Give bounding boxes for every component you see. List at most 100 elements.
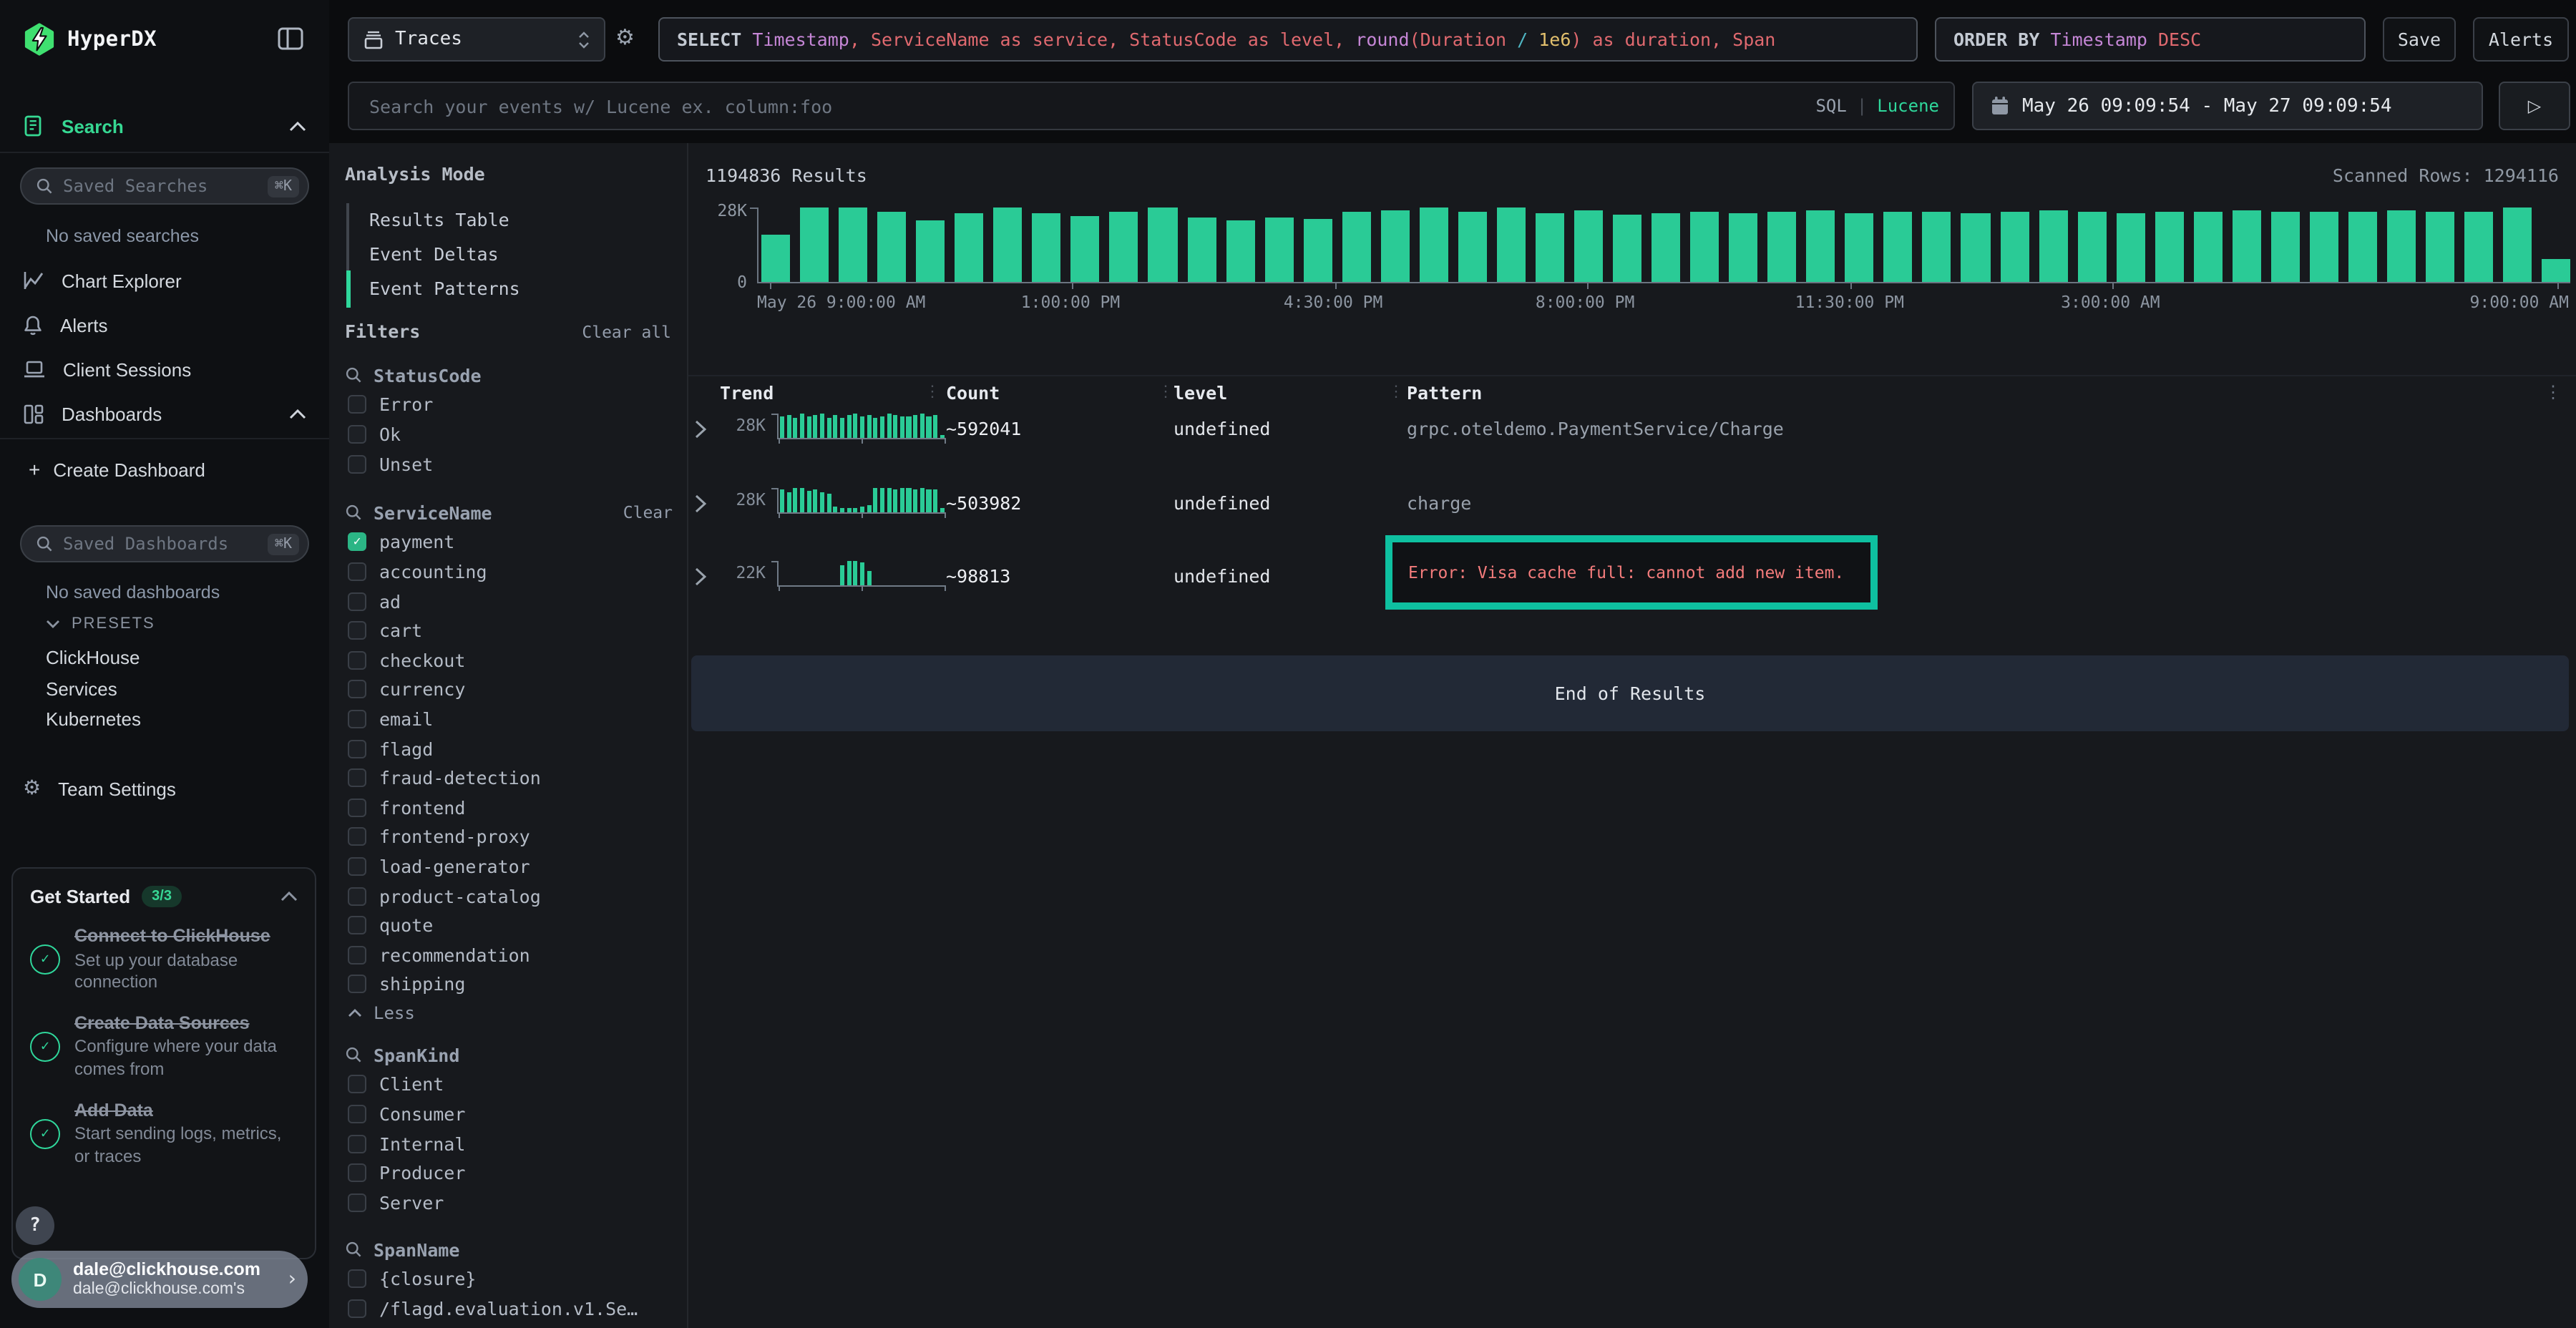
preset-item-kubernetes[interactable]: Kubernetes <box>0 704 329 735</box>
analysis-mode-event-deltas[interactable]: Event Deltas <box>349 238 520 272</box>
preset-item-clickhouse[interactable]: ClickHouse <box>0 643 329 673</box>
save-button[interactable]: Save <box>2383 17 2456 62</box>
date-range-picker[interactable]: May 26 09:09:54 - May 27 09:09:54 <box>1972 82 2483 130</box>
filter-option-accounting[interactable]: accounting <box>345 557 673 586</box>
get-started-step-connect[interactable]: ✓ Connect to ClickHouse Set up your data… <box>30 926 298 995</box>
histogram-bar[interactable] <box>1923 212 1951 282</box>
histogram-bar[interactable] <box>800 208 829 282</box>
saved-searches-input[interactable]: Saved Searches ⌘K <box>20 167 309 205</box>
highlighted-error-pattern[interactable]: Error: Visa cache full: cannot add new i… <box>1385 535 1878 610</box>
column-header-trend[interactable]: Trend <box>720 382 774 404</box>
chevron-up-icon[interactable] <box>280 892 298 902</box>
analysis-mode-event-patterns[interactable]: Event Patterns <box>349 272 520 306</box>
histogram-bar[interactable] <box>1381 210 1410 282</box>
filter-option-frontend-proxy[interactable]: frontend-proxy <box>345 822 673 851</box>
histogram-bar[interactable] <box>1613 215 1641 282</box>
histogram-bar[interactable] <box>1961 213 1990 282</box>
histogram-bar[interactable] <box>1536 213 1564 282</box>
histogram-bar[interactable] <box>2387 210 2416 282</box>
filter-option-unset[interactable]: Unset <box>345 449 673 479</box>
expand-row-chevron-icon[interactable] <box>694 493 707 513</box>
filter-option-server[interactable]: Server <box>345 1188 673 1217</box>
filter-option-internal[interactable]: Internal <box>345 1129 673 1158</box>
source-settings-gear-icon[interactable]: ⚙ <box>615 24 635 50</box>
filter-option--flagd-evaluation-v1-se-[interactable]: /flagd.evaluation.v1.Se… <box>345 1294 673 1323</box>
search-icon[interactable] <box>345 367 362 384</box>
histogram-bar[interactable] <box>761 235 790 282</box>
histogram-bar[interactable] <box>1303 219 1332 282</box>
filter-option-frontend[interactable]: frontend <box>345 793 673 822</box>
filter-option-payment[interactable]: ✓payment <box>345 527 673 557</box>
histogram-bar[interactable] <box>2503 208 2532 282</box>
filter-option-client[interactable]: Client <box>345 1070 673 1099</box>
filter-option-shipping[interactable]: shipping <box>345 970 673 999</box>
column-header-pattern[interactable]: Pattern <box>1407 382 1482 404</box>
search-icon[interactable] <box>345 504 362 522</box>
histogram-bar[interactable] <box>1574 210 1603 282</box>
filter-option-quote[interactable]: quote <box>345 911 673 940</box>
column-drag-handle-icon[interactable]: ⋮ <box>1158 382 1174 401</box>
sql-select-input[interactable]: SELECT Timestamp, ServiceName as service… <box>658 17 1918 62</box>
presets-toggle[interactable]: PRESETS <box>46 615 155 633</box>
histogram-bar[interactable] <box>2077 212 2106 282</box>
saved-dashboards-input[interactable]: Saved Dashboards ⌘K <box>20 525 309 562</box>
filter-option-error[interactable]: Error <box>345 390 673 419</box>
histogram-bar[interactable] <box>1264 217 1293 282</box>
histogram-bar[interactable] <box>2348 211 2377 282</box>
filter-option-currency[interactable]: currency <box>345 675 673 704</box>
histogram-bar[interactable] <box>2039 210 2067 282</box>
sidebar-item-team-settings[interactable]: ⚙ Team Settings <box>0 768 329 809</box>
histogram-bar[interactable] <box>2542 260 2570 282</box>
filter-option--closure-[interactable]: {closure} <box>345 1264 673 1294</box>
order-by-input[interactable]: ORDER BY Timestamp DESC <box>1935 17 2366 62</box>
filter-option-cart[interactable]: cart <box>345 616 673 645</box>
checkbox-checked[interactable]: ✓ <box>348 533 366 552</box>
column-drag-handle-icon[interactable]: ⋮ <box>1388 382 1404 401</box>
checkbox[interactable] <box>348 651 366 670</box>
preset-item-services[interactable]: Services <box>0 673 329 704</box>
filter-option-product-catalog[interactable]: product-catalog <box>345 881 673 910</box>
search-icon[interactable] <box>345 1241 362 1259</box>
histogram-bar[interactable] <box>1884 211 1913 282</box>
source-select[interactable]: Traces <box>348 17 605 62</box>
filter-option-email[interactable]: email <box>345 704 673 733</box>
histogram-bar[interactable] <box>1187 217 1216 282</box>
sidebar-item-dashboards[interactable]: Dashboards <box>0 394 329 434</box>
filter-option-checkout[interactable]: checkout <box>345 645 673 675</box>
histogram-bar[interactable] <box>1148 208 1177 282</box>
run-query-button[interactable]: ▷ <box>2499 82 2570 130</box>
histogram-bar[interactable] <box>2193 212 2222 282</box>
checkbox[interactable] <box>348 710 366 728</box>
checkbox[interactable] <box>348 621 366 640</box>
get-started-step-sources[interactable]: ✓ Create Data Sources Configure where yo… <box>30 1013 298 1082</box>
filter-option-ad[interactable]: ad <box>345 587 673 616</box>
filter-option-recommendation[interactable]: recommendation <box>345 940 673 970</box>
user-menu[interactable]: D dale@clickhouse.com dale@clickhouse.co… <box>11 1251 308 1308</box>
checkbox[interactable] <box>348 562 366 581</box>
events-histogram[interactable]: 28K 0 <box>757 208 2570 283</box>
checkbox[interactable] <box>348 739 366 758</box>
table-options-kebab-icon[interactable]: ⋮ <box>2545 382 2562 402</box>
histogram-bar[interactable] <box>1497 208 1526 282</box>
histogram-bar[interactable] <box>2000 211 2029 282</box>
histogram-bar[interactable] <box>2155 211 2183 282</box>
histogram-bar[interactable] <box>839 208 867 282</box>
checkbox[interactable] <box>348 1299 366 1318</box>
get-started-step-add-data[interactable]: ✓ Add Data Start sending logs, metrics, … <box>30 1100 298 1168</box>
histogram-bar[interactable] <box>1807 210 1835 282</box>
checkbox[interactable] <box>348 592 366 610</box>
checkbox[interactable] <box>348 425 366 444</box>
histogram-bar[interactable] <box>1652 213 1680 282</box>
checkbox[interactable] <box>348 857 366 876</box>
filter-option-consumer[interactable]: Consumer <box>345 1099 673 1128</box>
histogram-bar[interactable] <box>877 211 906 282</box>
histogram-bar[interactable] <box>1071 217 1100 282</box>
histogram-bar[interactable] <box>2464 211 2493 282</box>
histogram-bar[interactable] <box>1110 211 1138 282</box>
sidebar-item-search[interactable]: Search <box>0 106 329 146</box>
pattern-row-1[interactable]: 28K~592041undefinedgrpc.oteldemo.Payment… <box>688 406 2576 480</box>
checkbox[interactable] <box>348 1105 366 1123</box>
checkbox[interactable] <box>348 396 366 414</box>
histogram-bar[interactable] <box>2426 212 2454 282</box>
column-drag-handle-icon[interactable]: ⋮ <box>924 382 940 401</box>
